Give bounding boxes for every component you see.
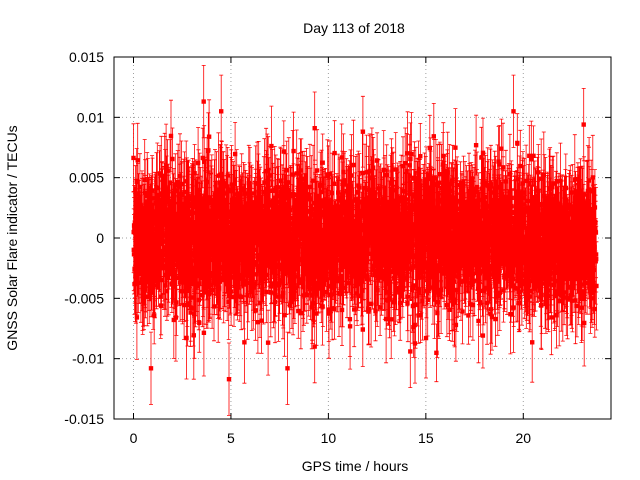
x-tick-label: 20 (516, 430, 532, 446)
chart-title: Day 113 of 2018 (303, 20, 405, 36)
y-tick-label: 0.01 (77, 109, 104, 125)
x-tick-label: 15 (418, 430, 434, 446)
y-tick-label: -0.005 (64, 290, 104, 306)
x-tick-label: 5 (227, 430, 235, 446)
y-tick-label: 0.005 (69, 170, 104, 186)
x-tick-label: 0 (130, 430, 138, 446)
y-tick-label: -0.01 (72, 351, 104, 367)
y-tick-label: 0.015 (69, 49, 104, 65)
y-tick-labels: -0.015 -0.01 -0.005 0 0.005 0.01 0.015 (64, 49, 104, 427)
y-tick-label: 0 (96, 230, 104, 246)
data-series (131, 65, 599, 416)
axis-ticks (114, 56, 611, 420)
y-tick-label: -0.015 (64, 411, 104, 427)
y-axis-label: GNSS Solar Flare indicator / TECUs (4, 125, 20, 350)
x-tick-label: 10 (321, 430, 337, 446)
data-points (131, 99, 599, 382)
x-tick-labels: 0 5 10 15 20 (130, 430, 532, 446)
x-axis-label: GPS time / hours (302, 458, 409, 474)
